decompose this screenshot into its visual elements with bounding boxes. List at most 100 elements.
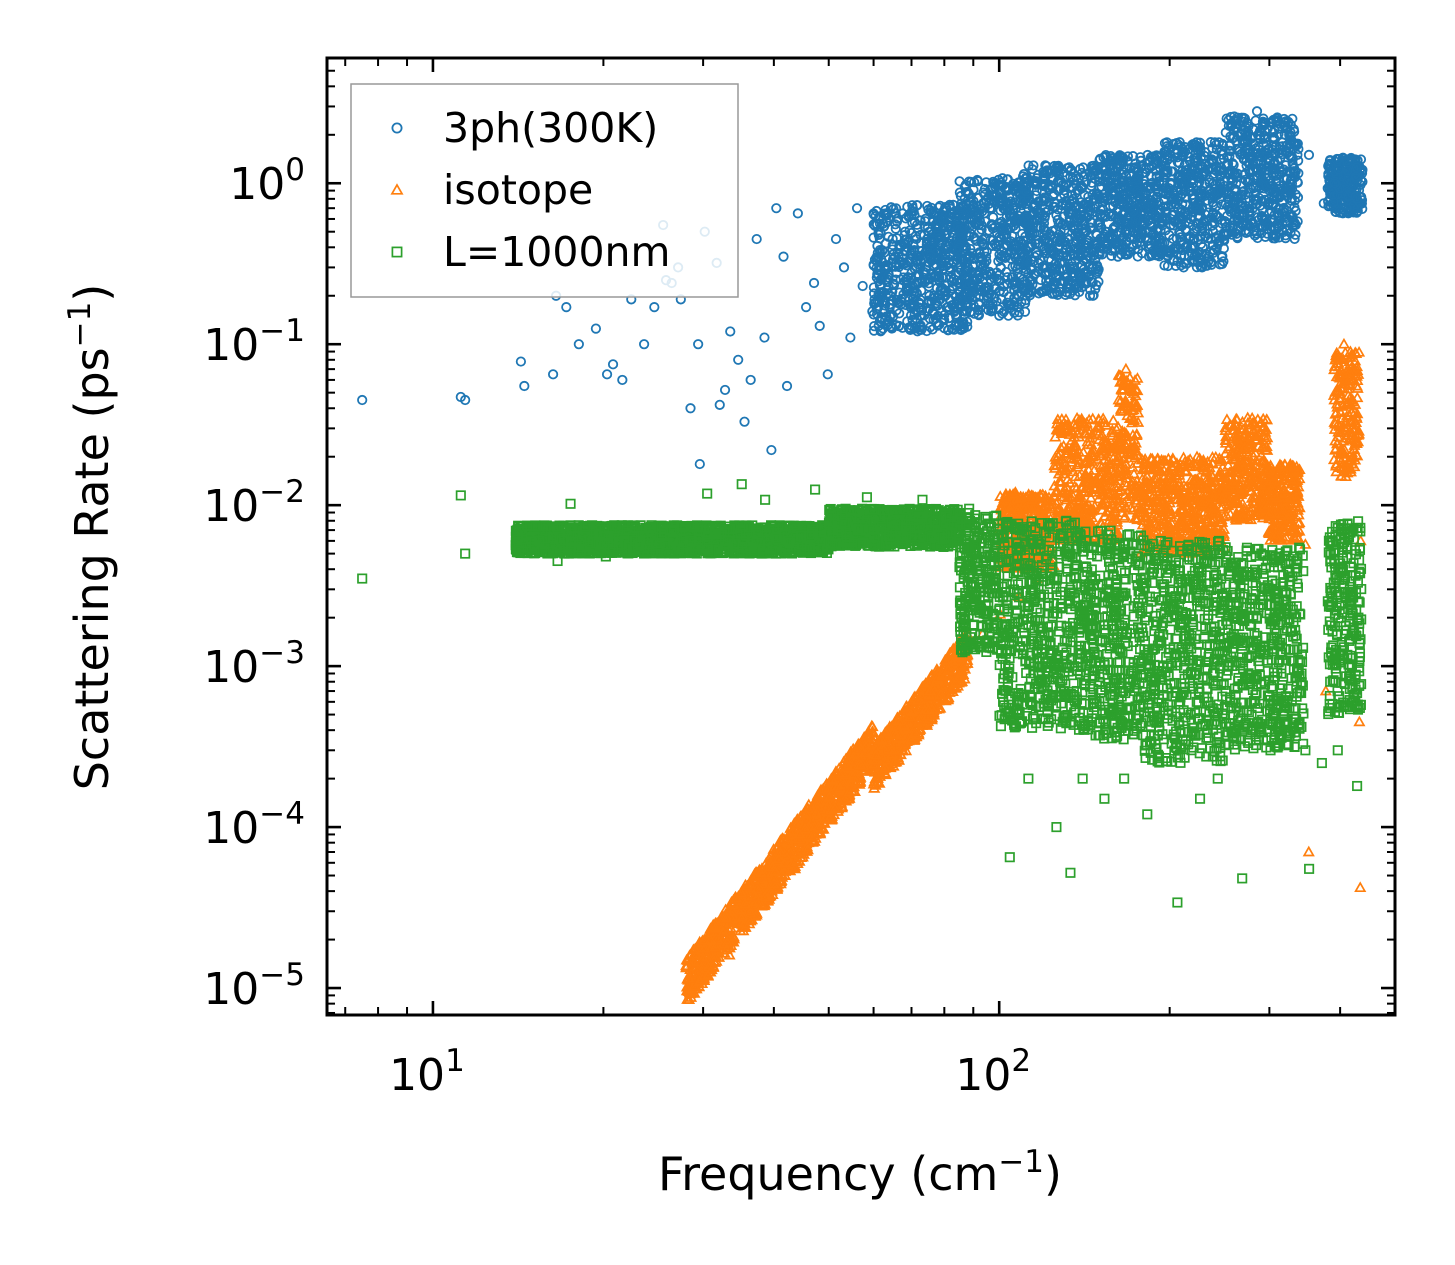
data-point-3ph-300k- [921, 325, 932, 337]
data-point-3ph-300k- [911, 233, 922, 245]
data-point-3ph-300k- [920, 216, 931, 227]
data-point-3ph-300k- [814, 320, 825, 331]
data-point-3ph-300k- [933, 202, 944, 213]
data-point-3ph-300k- [931, 282, 943, 294]
data-point-3ph-300k- [877, 296, 888, 307]
data-point-3ph-300k- [924, 245, 935, 256]
data-point-3ph-300k- [693, 339, 704, 350]
data-point-3ph-300k- [892, 247, 903, 258]
data-point-3ph-300k- [890, 223, 901, 234]
data-point-3ph-300k- [883, 231, 894, 242]
data-point-3ph-300k- [949, 306, 960, 318]
data-point-3ph-300k- [952, 309, 963, 321]
data-point-3ph-300k- [745, 374, 756, 386]
data-point-3ph-300k- [733, 354, 744, 365]
data-point-3ph-300k- [940, 289, 951, 301]
data-point-3ph-300k- [885, 290, 896, 301]
data-point-3ph-300k- [924, 303, 935, 314]
data-point-3ph-300k- [922, 200, 933, 212]
data-point-3ph-300k- [943, 257, 954, 268]
data-point-3ph-300k- [800, 302, 812, 313]
data-point-3ph-300k- [561, 302, 572, 313]
data-point-3ph-300k- [870, 297, 881, 308]
series-0 [357, 106, 1368, 470]
data-point-3ph-300k- [915, 320, 926, 331]
data-point-3ph-300k- [792, 208, 803, 219]
data-point-3ph-300k- [876, 313, 887, 325]
data-point-3ph-300k- [857, 280, 868, 292]
data-point-3ph-300k- [921, 236, 932, 247]
data-point-3ph-300k- [908, 293, 919, 305]
data-point-3ph-300k- [877, 323, 889, 334]
data-point-3ph-300k- [771, 203, 782, 214]
data-point-3ph-300k- [873, 265, 884, 276]
data-point-3ph-300k- [946, 213, 958, 224]
data-point-3ph-300k- [945, 272, 956, 283]
data-point-3ph-300k- [904, 225, 915, 236]
data-point-3ph-300k- [890, 219, 901, 230]
data-point-3ph-300k- [357, 394, 368, 406]
data-point-3ph-300k- [888, 279, 900, 291]
data-point-3ph-300k- [871, 205, 882, 217]
data-point-3ph-300k- [931, 248, 942, 259]
data-point-3ph-300k- [916, 285, 927, 296]
data-point-3ph-300k- [934, 272, 945, 283]
data-point-3ph-300k- [649, 302, 660, 313]
data-point-3ph-300k- [515, 356, 527, 367]
data-point-3ph-300k- [898, 272, 909, 283]
data-point-3ph-300k- [694, 458, 705, 470]
data-point-3ph-300k- [778, 251, 789, 262]
data-point-3ph-300k- [911, 262, 922, 273]
data-point-3ph-300k- [617, 374, 628, 386]
data-point-3ph-300k- [601, 369, 613, 380]
data-point-3ph-300k- [912, 269, 923, 280]
data-point-3ph-300k- [937, 284, 949, 295]
data-point-3ph-300k- [766, 444, 777, 456]
data-point-3ph-300k- [893, 251, 904, 262]
data-point-3ph-300k- [871, 263, 882, 274]
data-point-3ph-300k- [907, 200, 918, 211]
data-point-3ph-300k- [908, 239, 919, 250]
data-point-3ph-300k- [903, 255, 914, 267]
data-point-3ph-300k- [851, 203, 863, 214]
data-point-3ph-300k- [958, 321, 969, 332]
data-point-3ph-300k- [949, 324, 960, 335]
data-point-3ph-300k- [892, 213, 904, 224]
data-point-3ph-300k- [890, 261, 901, 272]
data-point-3ph-300k- [947, 247, 959, 258]
data-point-3ph-300k- [874, 218, 886, 229]
data-point-3ph-300k- [1019, 306, 1031, 317]
data-point-3ph-300k- [944, 199, 955, 210]
data-point-3ph-300k- [639, 339, 650, 350]
data-point-3ph-300k- [898, 238, 909, 250]
data-point-3ph-300k- [891, 305, 902, 316]
data-point-3ph-300k- [1251, 106, 1263, 117]
data-point-3ph-300k- [873, 229, 884, 240]
data-point-3ph-300k- [573, 339, 584, 350]
data-point-3ph-300k- [927, 235, 938, 246]
data-point-3ph-300k- [714, 399, 725, 410]
data-point-3ph-300k- [751, 233, 762, 245]
data-point-3ph-300k- [938, 244, 949, 255]
data-point-3ph-300k- [943, 301, 954, 312]
data-point-3ph-300k- [910, 279, 922, 291]
data-point-3ph-300k- [607, 359, 619, 370]
data-point-3ph-300k- [1303, 149, 1315, 161]
data-point-3ph-300k- [781, 380, 793, 392]
data-point-3ph-300k- [830, 233, 842, 245]
data-point-3ph-300k- [931, 317, 942, 329]
data-point-3ph-300k- [822, 369, 833, 380]
plot-area [357, 106, 1368, 1005]
data-point-3ph-300k- [882, 210, 893, 221]
data-point-3ph-300k- [838, 262, 850, 273]
data-point-3ph-300k- [725, 326, 736, 337]
data-point-3ph-300k- [951, 319, 962, 330]
data-point-3ph-300k- [868, 282, 879, 293]
data-point-3ph-300k- [878, 270, 889, 281]
data-point-3ph-300k- [519, 380, 530, 392]
data-point-3ph-300k- [759, 332, 770, 343]
data-point-3ph-300k- [923, 278, 934, 289]
data-point-3ph-300k- [925, 250, 936, 261]
data-point-3ph-300k- [739, 416, 750, 427]
